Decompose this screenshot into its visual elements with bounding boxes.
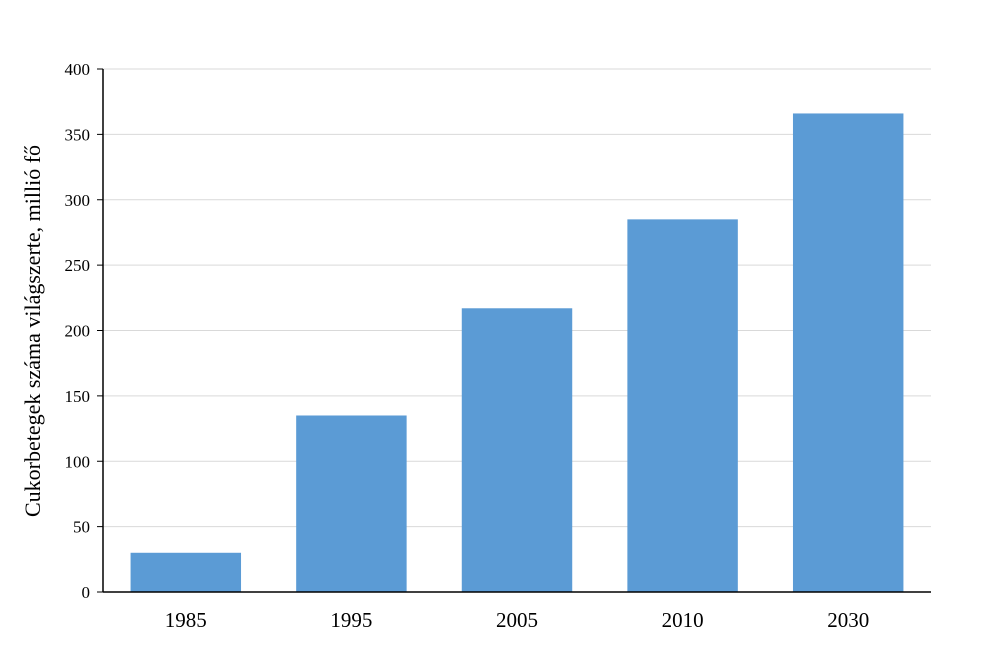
y-tick-label: 50 [73,518,90,537]
y-tick-label: 350 [65,125,91,144]
y-tick-label: 300 [65,191,91,210]
y-tick-label: 100 [65,452,91,471]
bar-2010 [627,219,738,593]
bar-1985 [130,552,242,592]
y-tick-label: 150 [65,387,91,406]
bar-2030 [792,113,904,592]
x-tick-label: 2030 [827,608,869,632]
y-tick-labels: 0 50 100 150 200 250 300 350 400 [65,60,103,602]
bar-1995 [296,415,407,592]
bars [130,113,904,593]
x-tick-label: 1985 [165,608,207,632]
x-tick-label: 1995 [330,608,372,632]
y-tick-label: 200 [65,322,91,341]
y-tick-label: 0 [82,583,91,602]
bar-2005 [461,308,573,592]
x-tick-label: 2005 [496,608,538,632]
x-tick-labels: 1985 1995 2005 2010 2030 [165,608,869,632]
y-tick-label: 400 [65,60,91,79]
x-tick-label: 2010 [662,608,704,632]
y-tick-label: 250 [65,256,91,275]
y-axis-title: Cukorbetegek száma világszerte, millió f… [20,145,45,517]
